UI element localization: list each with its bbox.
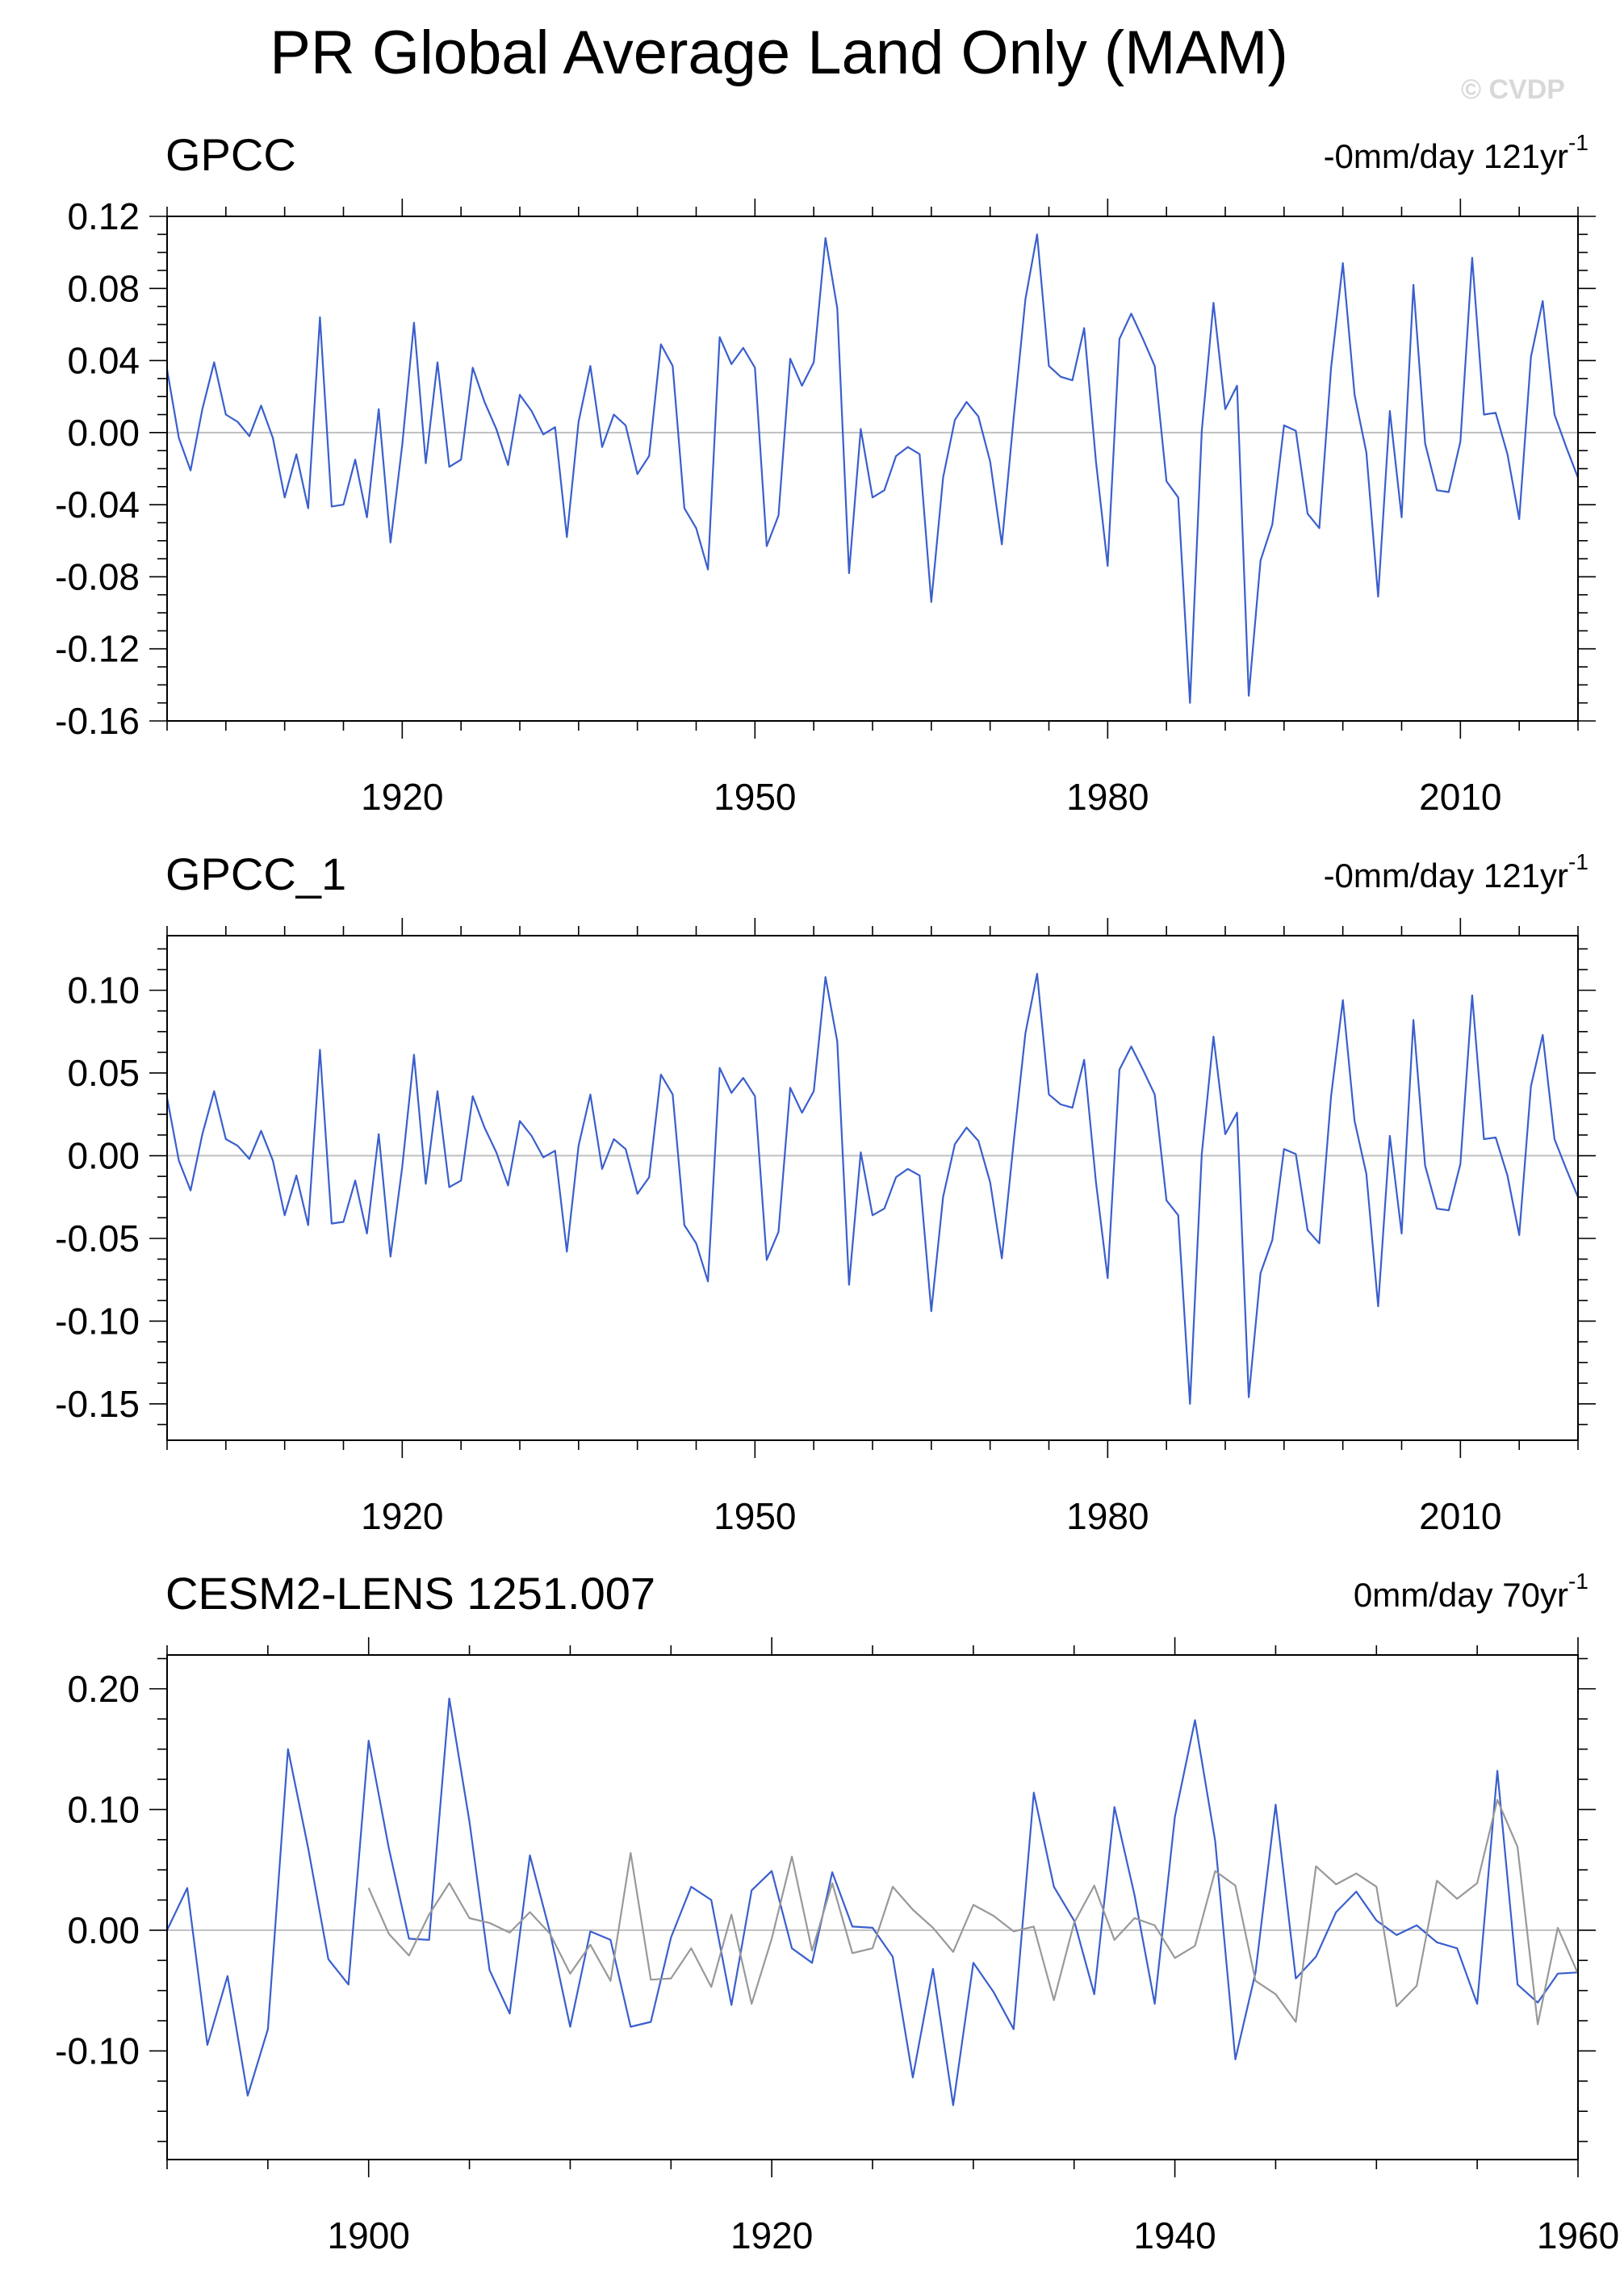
panel-3: CESM2-LENS 1251.007 0mm/day 70yr -1 0.20 0.1… (55, 1568, 1619, 2256)
x-tick-label: 1950 (714, 1495, 796, 1537)
y-tick-label: 0.05 (67, 1052, 140, 1094)
y-tick-label: -0.08 (55, 555, 140, 597)
y-tick-label: 0.04 (67, 340, 140, 382)
y-tick-label: -0.10 (55, 1300, 140, 1342)
y-tick-label: 0.10 (67, 970, 140, 1012)
cvdp-watermark: © CVDP (1461, 74, 1565, 105)
x-tick-label: 2010 (1419, 1495, 1501, 1537)
y-tick-label: 0.12 (67, 195, 140, 237)
y-tick-label: 0.08 (67, 267, 140, 309)
y-tick-label: -0.04 (55, 484, 140, 526)
reference-series-line (367, 1799, 1580, 2026)
plot-frame (166, 935, 1579, 1441)
trend-label: -0mm/day 121yr (1324, 137, 1568, 175)
panel-title: GPCC (165, 129, 296, 180)
series-line (166, 1697, 1579, 2106)
x-tick-label: 1920 (730, 2214, 813, 2256)
figure-title: PR Global Average Land Only (MAM) (270, 19, 1288, 87)
y-tick-label: -0.15 (55, 1383, 140, 1425)
y-tick-label: 0.10 (67, 1788, 140, 1830)
panel-2: GPCC_1 -0mm/day 121yr -1 0.10 0.05 0.00 -0.05 -… (55, 848, 1596, 1537)
trend-label: -0mm/day 121yr (1324, 857, 1568, 894)
y-tick-label: -0.16 (55, 700, 140, 742)
panel-title: CESM2-LENS 1251.007 (165, 1568, 655, 1619)
x-tick-label: 1920 (361, 776, 443, 818)
y-tick-label: 0.00 (67, 1135, 140, 1177)
x-tick-label: 1960 (1537, 2214, 1619, 2256)
y-tick-label: -0.05 (55, 1217, 140, 1259)
y-tick-label: 0.20 (67, 1668, 140, 1710)
x-tick-label: 1950 (714, 776, 796, 818)
x-tick-label: 1900 (328, 2214, 410, 2256)
y-tick-label: -0.10 (55, 2030, 140, 2072)
series-line (165, 972, 1580, 1406)
panel-title: GPCC_1 (165, 848, 346, 899)
trend-superscript: -1 (1568, 130, 1588, 155)
x-tick-label: 1980 (1066, 1495, 1149, 1537)
trend-superscript: -1 (1568, 1569, 1588, 1594)
y-tick-label: 0.00 (67, 1909, 140, 1951)
panel-1: GPCC -0mm/day 121yr -1 0.12 0.08 0.04 0.00 -0.0… (55, 129, 1596, 818)
x-tick-label: 2010 (1419, 776, 1501, 818)
x-tick-label: 1980 (1066, 776, 1149, 818)
y-tick-label: 0.00 (67, 412, 140, 454)
x-tick-label: 1920 (361, 1495, 443, 1537)
trend-superscript: -1 (1568, 849, 1588, 874)
plot-frame (166, 216, 1579, 722)
y-tick-label: -0.12 (55, 628, 140, 670)
trend-label: 0mm/day 70yr (1354, 1576, 1568, 1614)
series-line (165, 233, 1580, 704)
x-tick-label: 1940 (1133, 2214, 1216, 2256)
